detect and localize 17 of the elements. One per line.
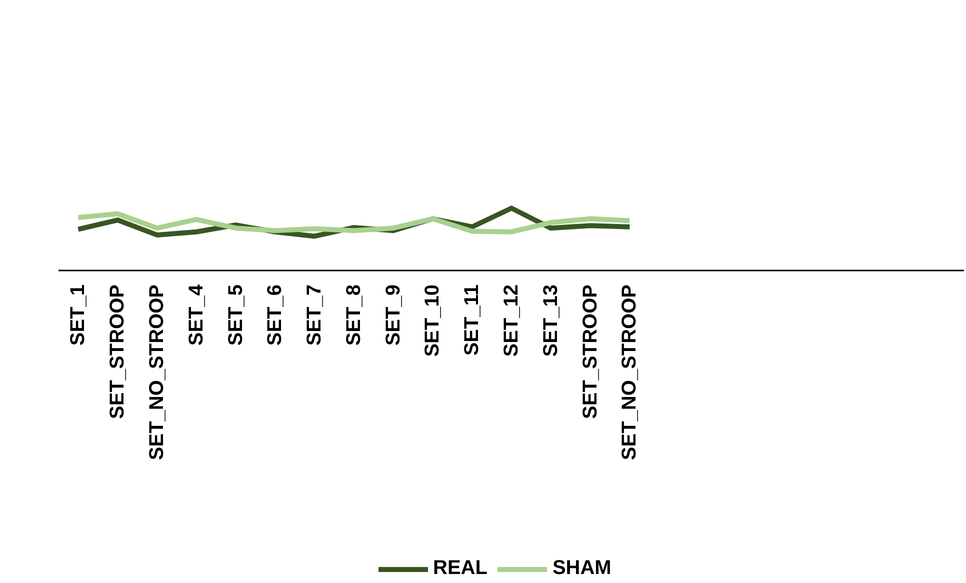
x-tick-label: SET_4 <box>185 284 208 346</box>
x-tick-label: SET_NO_STROOP <box>146 284 168 460</box>
x-tick-label: SET_1 <box>67 284 90 346</box>
x-tick-label: SET_NO_STROOP <box>618 284 641 460</box>
x-tick-label: SET_11 <box>461 284 484 356</box>
x-tick-label: SET_STROOP <box>106 284 129 419</box>
legend-label: SHAM <box>552 557 612 580</box>
legend-label: REAL <box>433 557 488 580</box>
x-tick-label: SET_13 <box>540 284 562 357</box>
x-tick-label: SET_8 <box>342 284 365 346</box>
x-tick-label: SET_9 <box>382 284 404 346</box>
x-tick-label: SET_12 <box>500 284 522 357</box>
x-tick-label: SET_STROOP <box>579 284 602 419</box>
x-tick-label: SET_7 <box>304 284 326 346</box>
x-tick-label: SET_6 <box>264 284 286 346</box>
x-tick-label: SET_5 <box>224 284 247 346</box>
x-tick-label: SET_10 <box>422 284 444 357</box>
